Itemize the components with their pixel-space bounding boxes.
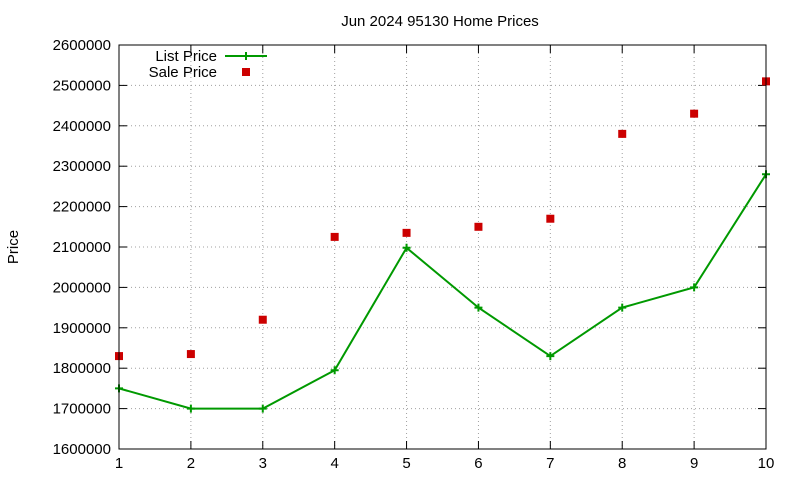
x-tick-label: 4 <box>330 455 338 472</box>
y-tick-label: 2400000 <box>53 118 111 135</box>
data-point-sale-price <box>474 222 483 231</box>
y-tick-label: 1600000 <box>53 441 111 458</box>
series-layer <box>115 77 770 413</box>
legend-marker-sale-price <box>242 68 250 76</box>
x-tick-label: 3 <box>259 455 267 472</box>
y-tick-label: 2200000 <box>53 199 111 216</box>
x-tick-label: 7 <box>546 455 554 472</box>
y-tick-label: 2300000 <box>53 158 111 175</box>
data-point-list-price <box>402 243 411 252</box>
x-axis-ticks: 1 2 3 4 5 6 7 8 9 10 <box>115 45 775 472</box>
x-tick-label: 8 <box>618 455 626 472</box>
legend-label-list-price: List Price <box>155 48 217 65</box>
data-point-list-price <box>618 303 627 312</box>
data-point-sale-price <box>402 228 411 237</box>
data-point-sale-price <box>546 214 555 223</box>
data-point-list-price <box>690 283 699 292</box>
data-point-sale-price <box>618 129 627 138</box>
data-point-list-price <box>474 303 483 312</box>
x-tick-label: 10 <box>758 455 775 472</box>
legend-label-sale-price: Sale Price <box>149 64 217 81</box>
y-tick-label: 2600000 <box>53 37 111 54</box>
grid <box>119 45 766 449</box>
data-point-sale-price <box>186 350 195 359</box>
data-point-list-price <box>186 404 195 413</box>
plot-frame <box>118 44 767 450</box>
y-tick-label: 1900000 <box>53 320 111 337</box>
x-tick-label: 2 <box>187 455 195 472</box>
x-tick-label: 5 <box>402 455 410 472</box>
chart-title: Jun 2024 95130 Home Prices <box>341 13 539 30</box>
data-point-list-price <box>546 352 555 361</box>
data-point-sale-price <box>330 232 339 241</box>
series-sale-price <box>115 77 770 361</box>
data-point-list-price <box>258 404 267 413</box>
data-point-list-price <box>330 366 339 375</box>
x-tick-label: 6 <box>474 455 482 472</box>
y-axis-ticks: 1600000 1700000 1800000 1900000 2000000 21000… <box>53 37 766 458</box>
y-tick-label: 1700000 <box>53 401 111 418</box>
y-tick-label: 2000000 <box>53 279 111 296</box>
y-tick-label: 2500000 <box>53 77 111 94</box>
x-tick-label: 9 <box>690 455 698 472</box>
y-axis-label: Price <box>5 230 22 264</box>
y-tick-label: 2100000 <box>53 239 111 256</box>
data-point-sale-price <box>258 315 267 324</box>
legend-marker-list-price <box>242 52 250 60</box>
y-tick-label: 1800000 <box>53 360 111 377</box>
x-tick-label: 1 <box>115 455 123 472</box>
series-line-list-price <box>118 173 767 410</box>
data-point-sale-price <box>690 109 699 118</box>
